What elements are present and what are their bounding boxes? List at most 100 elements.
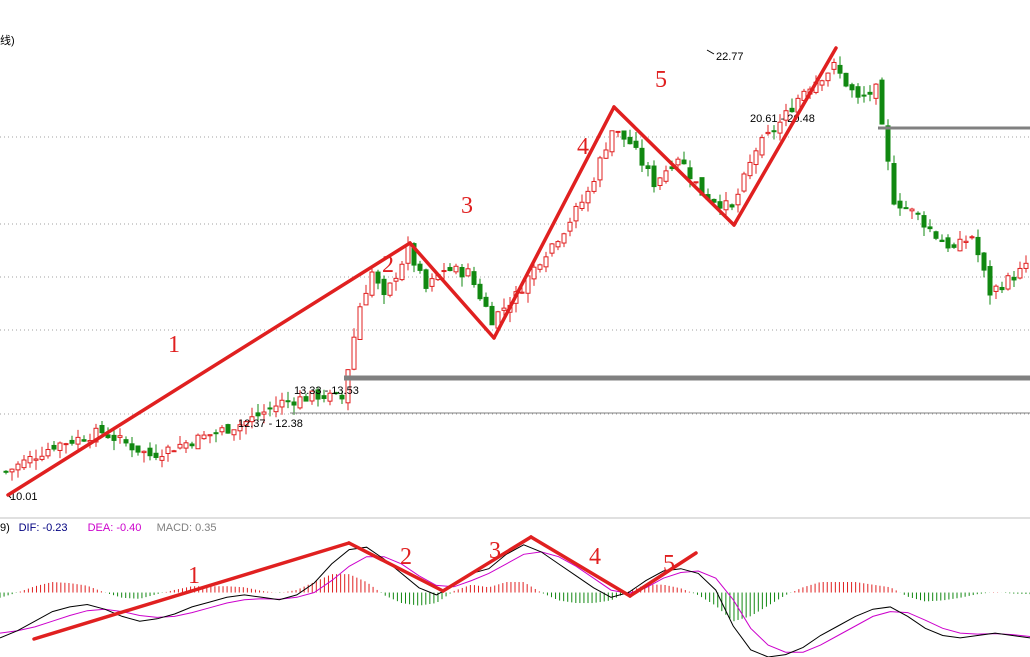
macd-legend-item: 9) (0, 522, 10, 534)
candle-body (213, 432, 219, 435)
candle-body (657, 177, 663, 186)
candle-body (675, 158, 681, 166)
candle-body (621, 130, 627, 140)
candle-body (501, 307, 507, 311)
price-annotation-label: 20.61 - 20.48 (750, 113, 815, 125)
candle-body (789, 107, 795, 113)
candle-body (279, 399, 285, 408)
candle-body (471, 271, 477, 286)
candle-body (249, 416, 255, 423)
candle-body (357, 306, 363, 340)
candle-body (135, 445, 141, 453)
price-annotation-label: 10.01 (10, 491, 38, 503)
candle-body (837, 64, 843, 74)
candle-body (633, 140, 639, 148)
candle-body (597, 157, 603, 181)
candle-body (693, 181, 699, 184)
candle-body (129, 443, 135, 451)
candle-body (39, 455, 45, 460)
candle-body (663, 170, 669, 182)
candle-body (615, 130, 621, 133)
candle-body (981, 252, 987, 271)
candle-body (627, 136, 633, 145)
macd-wave-lines: 1 2 3 4 5 (32, 535, 698, 641)
candle-body (543, 256, 549, 268)
candle-body (255, 412, 261, 417)
candle-body (231, 429, 237, 436)
wave-line (408, 241, 496, 340)
candle-body (843, 72, 849, 87)
candle-body (897, 200, 903, 209)
candle-body (285, 400, 291, 403)
price-annotation-label: 22.77 (716, 51, 744, 63)
candle-body (909, 208, 915, 212)
candle-body (297, 396, 303, 409)
candle-body (393, 277, 399, 282)
candle-body (333, 392, 339, 395)
candle-body (561, 233, 567, 244)
candle-body (303, 396, 309, 402)
candle-body (939, 239, 945, 243)
candle-body (57, 442, 63, 451)
candle-body (399, 263, 405, 281)
candle-body (291, 401, 297, 406)
candle-body (993, 285, 999, 292)
candle-body (315, 389, 321, 400)
candle-body (681, 159, 687, 165)
candle-body (651, 165, 657, 188)
candle-body (735, 193, 741, 206)
candle-body (105, 434, 111, 439)
macd-legend: 9) DIF: -0.23 DEA: -0.40 MACD: 0.35 (0, 522, 217, 534)
candle-body (579, 201, 585, 210)
macd-wave-label: 4 (589, 544, 601, 570)
candle-body (387, 282, 393, 296)
candle-body (537, 264, 543, 270)
candle-body (429, 278, 435, 287)
candle-body (723, 200, 729, 211)
candle-body (441, 270, 447, 273)
candle-body (729, 204, 735, 208)
wave-line (612, 105, 736, 227)
candle-body (261, 411, 267, 415)
wave-label: 3 (461, 193, 473, 219)
candle-body (747, 161, 753, 177)
candle-body (1017, 267, 1023, 279)
candle-body (531, 266, 537, 280)
candle-body (363, 292, 369, 306)
candle-body (75, 436, 81, 445)
candle-body (867, 91, 873, 95)
candle-body (267, 407, 273, 410)
candle-body (351, 336, 357, 370)
candle-body (555, 241, 561, 248)
wave-line (492, 105, 616, 340)
candle-body (885, 125, 891, 162)
candle-body (951, 244, 957, 248)
candle-body (879, 79, 885, 125)
candle-body (63, 443, 69, 446)
candle-body (309, 390, 315, 402)
candle-body (453, 265, 459, 273)
candle-body (957, 238, 963, 252)
wave-label: 2 (382, 252, 394, 278)
candle-body (963, 240, 969, 243)
macd-legend-item: MACD: 0.35 (157, 522, 217, 534)
candle-body (855, 86, 861, 98)
top-left-fragment: 线) (0, 33, 15, 47)
candle-body (849, 84, 855, 91)
candle-body (159, 456, 165, 461)
candle-body (861, 94, 867, 97)
candle-body (369, 271, 375, 296)
macd-wave-label: 3 (489, 538, 501, 564)
candle-body (51, 444, 57, 450)
candle-body (1011, 276, 1017, 281)
candle-body (873, 83, 879, 99)
candle-body (237, 424, 243, 432)
candle-body (339, 394, 345, 400)
candle-body (891, 163, 897, 205)
candle-body (783, 110, 789, 121)
candle-body (321, 395, 327, 399)
candle-body (381, 278, 387, 296)
price-annotations: 10.01 12.37 - 12.38 13.33 - 13.53 20.61 - 2… (6, 49, 815, 503)
wave-label: 5 (655, 67, 667, 93)
